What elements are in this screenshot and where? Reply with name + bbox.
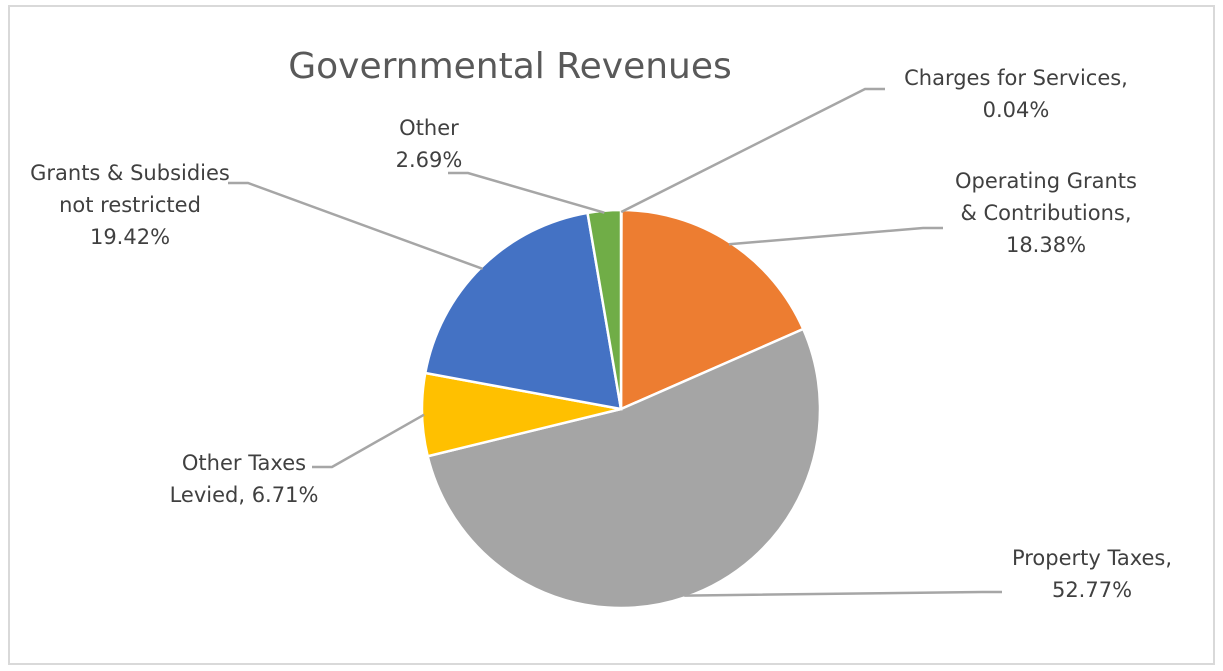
pie-slice-other — [586, 208, 623, 410]
data-label-property-taxes: Property Taxes, 52.77% — [1012, 546, 1172, 602]
leader-lines — [228, 87, 1002, 597]
leader-line-operating-grants-contributions — [728, 226, 943, 246]
chart-title: Governmental Revenues — [288, 46, 732, 87]
data-label-other: Other 2.69% — [396, 116, 463, 172]
pie-slice-operating-grants-contributions — [619, 208, 805, 411]
leader-line-grants-subsidies-not-restricted — [228, 181, 484, 270]
leader-line-charges-for-services — [620, 87, 885, 214]
leader-line-other-taxes-levied — [312, 413, 425, 469]
data-label-grants-subsidies-not-restricted: Grants & Subsidies not restricted 19.42% — [30, 161, 230, 249]
data-label-operating-grants-contributions: Operating Grants & Contributions, 18.38% — [955, 169, 1137, 257]
pie-slice-property-taxes — [426, 327, 822, 610]
data-label-charges-for-services: Charges for Services, 0.04% — [904, 66, 1128, 122]
data-labels: Charges for Services, 0.04% Operating Gran… — [30, 66, 1172, 602]
leader-line-property-taxes — [684, 590, 1002, 597]
data-label-other-taxes-levied: Other Taxes Levied, 6.71% — [170, 451, 319, 507]
leader-line-other — [448, 171, 605, 214]
